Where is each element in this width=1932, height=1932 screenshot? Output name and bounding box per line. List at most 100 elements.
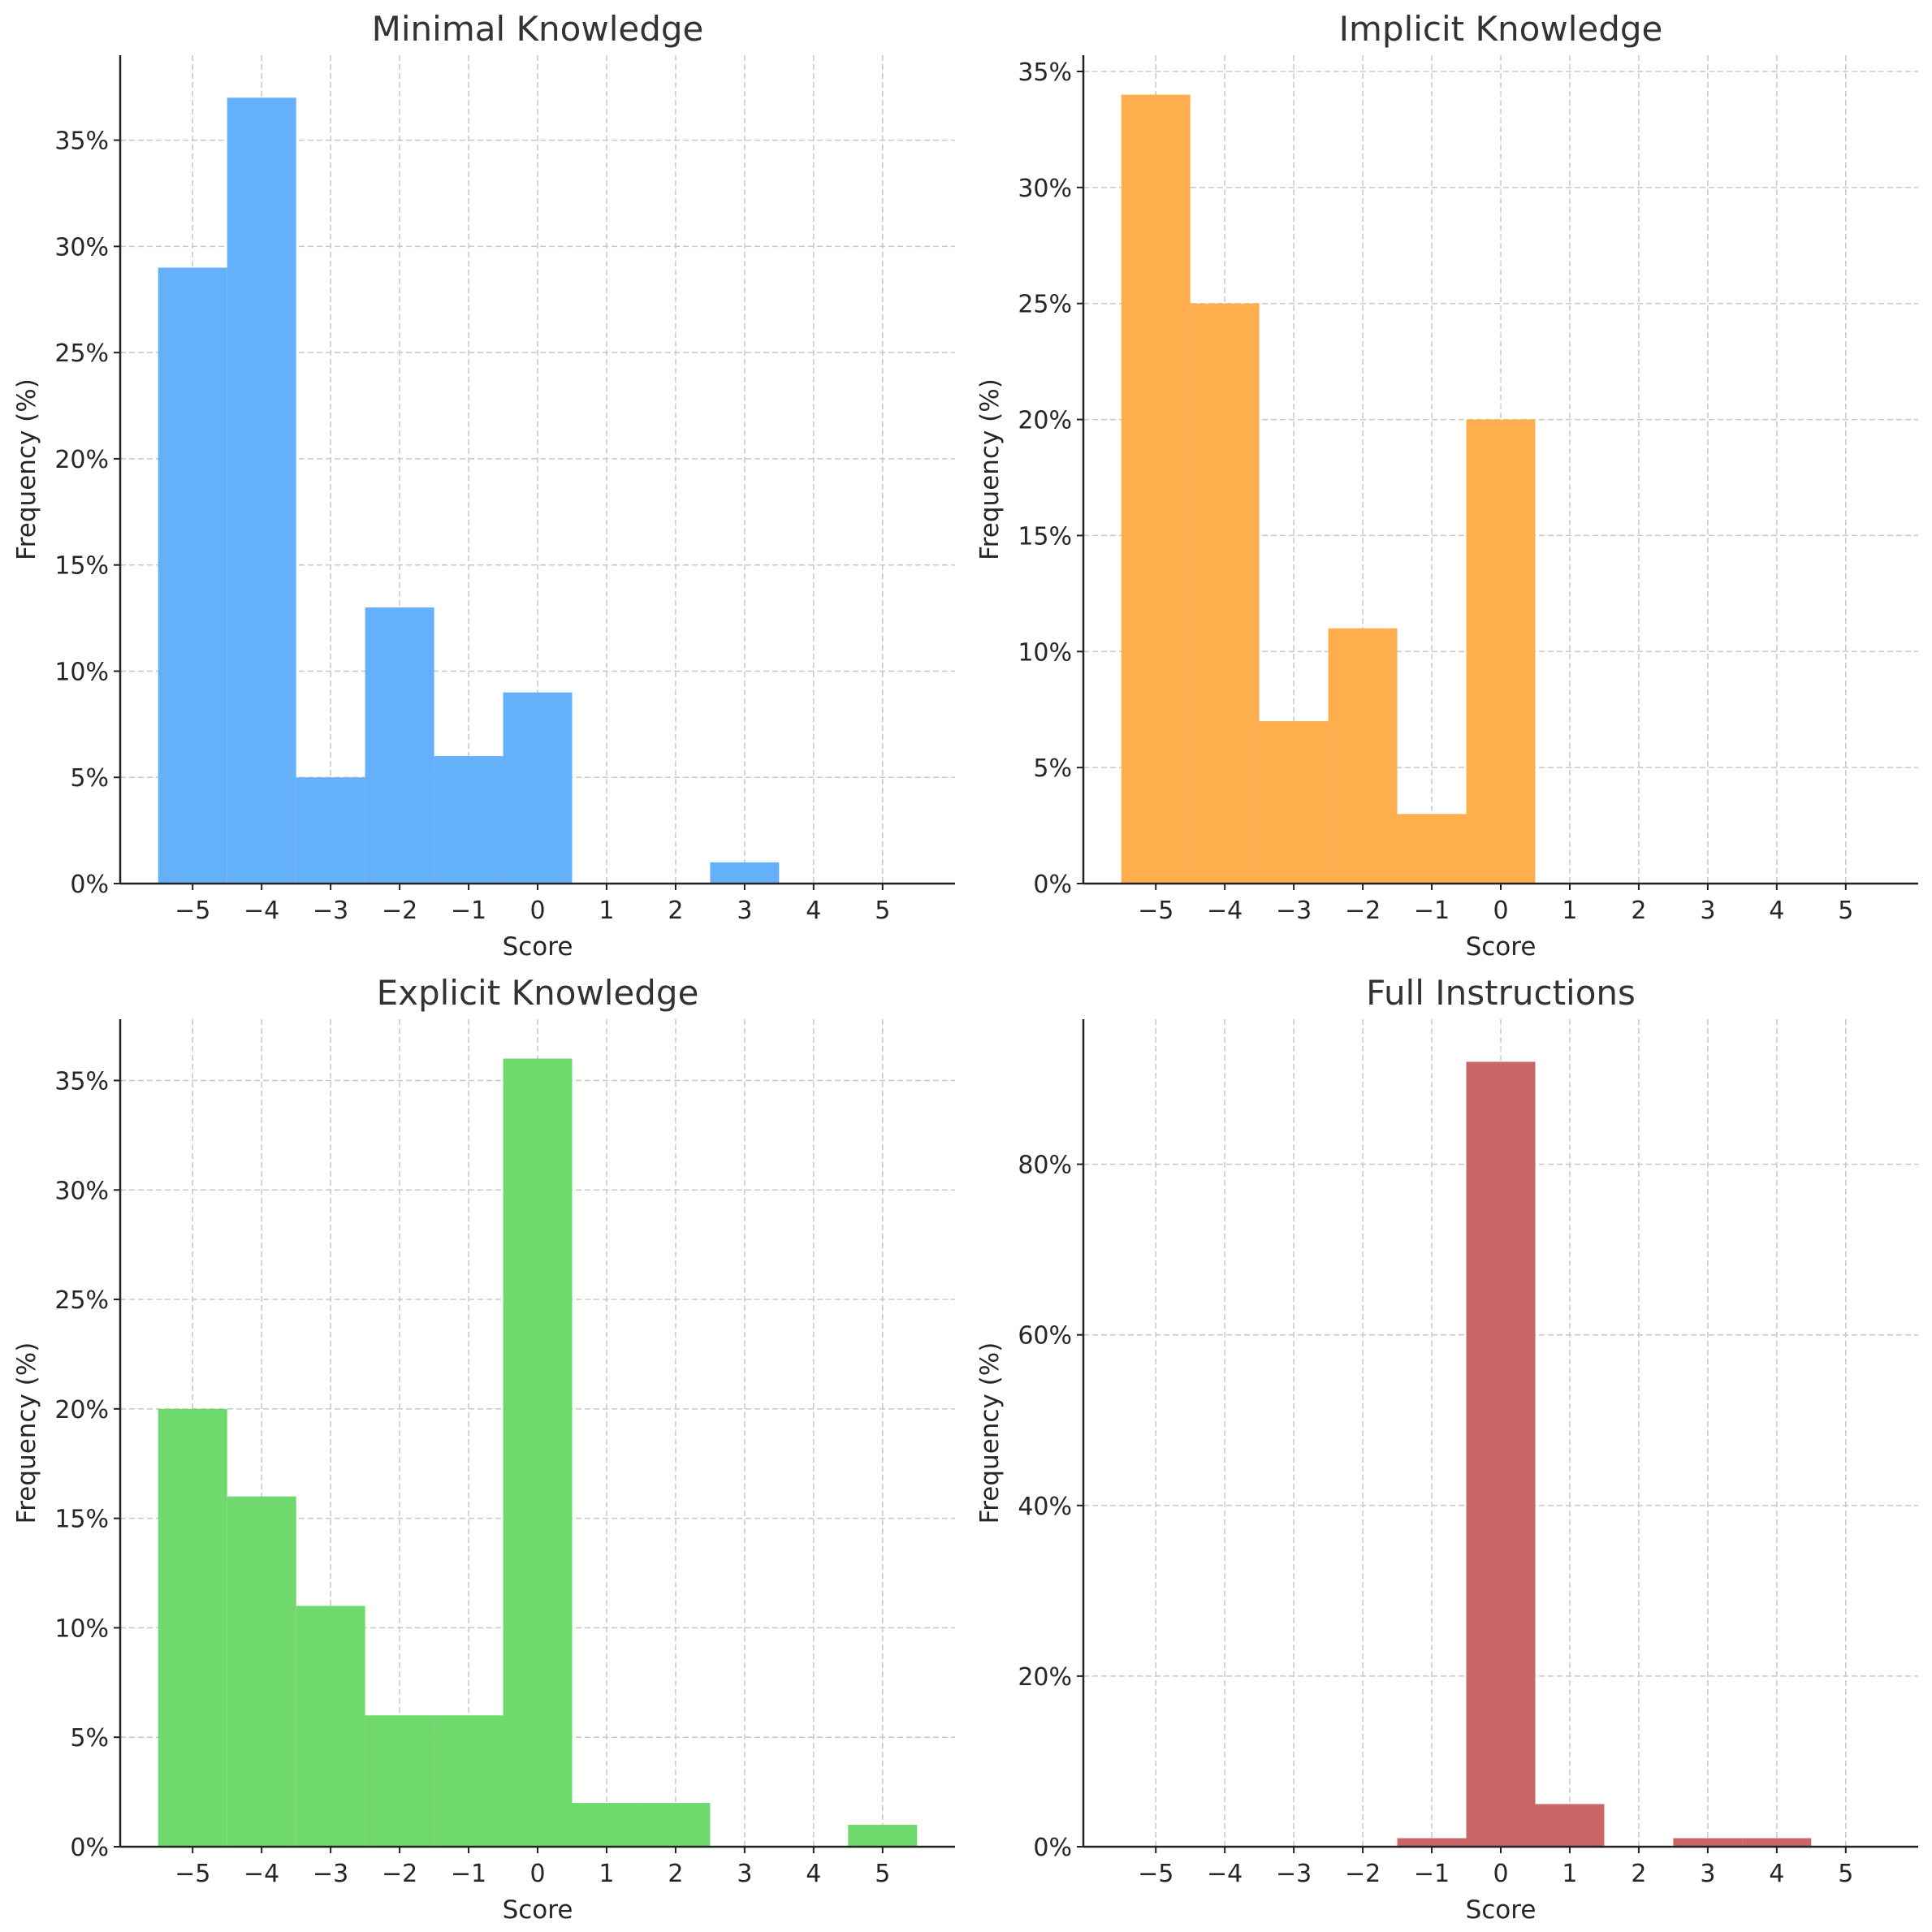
y-tick-label: 15%: [54, 1506, 109, 1534]
histogram-bar: [365, 607, 434, 884]
histogram-bar: [572, 1803, 642, 1847]
x-tick-label: 1: [1562, 897, 1577, 925]
histogram-bar: [1397, 1838, 1467, 1847]
y-tick-label: 40%: [1018, 1493, 1072, 1521]
y-axis-title: Frequency (%): [12, 1342, 41, 1524]
histogram-bar: [296, 777, 365, 884]
histogram-bar: [434, 1715, 504, 1847]
y-axis-title: Frequency (%): [12, 378, 41, 560]
y-tick-label: 15%: [54, 552, 109, 581]
y-tick-label: 5%: [1033, 754, 1072, 783]
y-axis-title: Frequency (%): [975, 1342, 1005, 1524]
histogram-bar: [158, 267, 227, 884]
y-tick-label: 0%: [70, 1834, 109, 1862]
x-tick-label: −5: [1138, 1860, 1173, 1888]
x-tick-label: −3: [313, 1860, 348, 1888]
x-tick-label: 0: [1493, 1860, 1508, 1888]
x-tick-label: −4: [1207, 897, 1243, 925]
chart-title: Implicit Knowledge: [1339, 9, 1663, 49]
x-axis-title: Score: [1466, 932, 1537, 962]
panel-explicit-knowledge: −5 −4 −3 −2 −1 0 1 2 3 4 5 0% 5% 10% 15% 20% 25% 30% 35% Sc…: [12, 973, 955, 1925]
histogram-bar: [365, 1715, 434, 1847]
histogram-bar: [434, 756, 504, 884]
histogram-bar: [641, 1803, 711, 1847]
x-axis-title: Score: [1466, 1895, 1537, 1925]
y-tick-label: 0%: [1033, 1834, 1072, 1862]
chart-title: Explicit Knowledge: [377, 973, 699, 1013]
y-tick-label: 10%: [1018, 638, 1072, 667]
chart-title: Full Instructions: [1366, 973, 1636, 1013]
y-tick-label: 0%: [1033, 871, 1072, 899]
x-tick-label: 1: [1562, 1860, 1577, 1888]
x-tick-label: −3: [313, 897, 348, 925]
histogram-bar: [227, 1496, 296, 1847]
y-tick-label: 5%: [70, 1724, 109, 1753]
histogram-bar: [1121, 94, 1191, 884]
x-tick-label: 5: [1838, 1860, 1853, 1888]
x-tick-label: −5: [1138, 897, 1173, 925]
x-tick-label: 4: [806, 897, 821, 925]
y-tick-label: 25%: [1018, 291, 1072, 319]
x-axis-title: Score: [503, 932, 573, 962]
y-tick-label: 35%: [54, 128, 109, 156]
histogram-bar: [503, 692, 573, 884]
x-tick-label: 1: [599, 1860, 614, 1888]
x-tick-label: −2: [382, 897, 417, 925]
x-tick-label: 3: [1700, 897, 1715, 925]
x-tick-label: −3: [1276, 1860, 1312, 1888]
x-tick-label: 2: [1631, 897, 1646, 925]
x-tick-label: 3: [1700, 1860, 1715, 1888]
y-tick-label: 10%: [54, 658, 109, 686]
x-tick-label: −2: [1345, 897, 1381, 925]
histogram-bar: [1466, 419, 1536, 884]
y-tick-label: 60%: [1018, 1322, 1072, 1351]
x-tick-label: −2: [1345, 1860, 1381, 1888]
x-tick-label: −5: [175, 897, 210, 925]
panel-minimal-knowledge: −5 −4 −3 −2 −1 0 1 2 3 4 5 0% 5% 10% 15% 20% 25% 30% 35% Sc…: [12, 9, 955, 962]
x-tick-label: 2: [1631, 1860, 1646, 1888]
x-tick-label: 0: [529, 897, 545, 925]
y-tick-label: 20%: [1018, 1663, 1072, 1692]
histogram-bar: [1190, 303, 1260, 884]
y-tick-label: 25%: [54, 1286, 109, 1315]
histogram-bar: [503, 1058, 573, 1847]
x-tick-label: −4: [244, 1860, 279, 1888]
x-tick-label: 3: [737, 1860, 752, 1888]
y-tick-label: 20%: [54, 1396, 109, 1424]
x-tick-label: −2: [382, 1860, 417, 1888]
y-tick-label: 25%: [54, 339, 109, 368]
x-tick-label: 3: [737, 897, 752, 925]
histogram-bar: [158, 1408, 227, 1847]
chart-title: Minimal Knowledge: [372, 9, 704, 49]
y-tick-label: 15%: [1018, 522, 1072, 551]
x-tick-label: −4: [1207, 1860, 1243, 1888]
histogram-bar: [710, 862, 780, 884]
x-tick-label: 4: [806, 1860, 821, 1888]
histogram-bar: [227, 97, 296, 884]
x-tick-label: 0: [529, 1860, 545, 1888]
y-tick-label: 80%: [1018, 1152, 1072, 1180]
x-tick-label: −1: [1414, 1860, 1450, 1888]
x-tick-label: 4: [1769, 897, 1784, 925]
x-tick-label: −1: [451, 897, 486, 925]
histogram-bar: [1328, 628, 1398, 884]
histogram-bar: [1535, 1804, 1605, 1847]
x-tick-label: −1: [1414, 897, 1450, 925]
y-axis-title: Frequency (%): [975, 378, 1005, 560]
x-tick-label: 1: [599, 897, 614, 925]
x-tick-label: −5: [175, 1860, 210, 1888]
x-axis-title: Score: [503, 1895, 573, 1925]
x-tick-label: 0: [1493, 897, 1508, 925]
y-tick-label: 30%: [1018, 175, 1072, 203]
panel-full-instructions: −5 −4 −3 −2 −1 0 1 2 3 4 5 0% 20% 40% 60% 80% Score Frequ…: [975, 973, 1918, 1925]
y-tick-label: 10%: [54, 1614, 109, 1643]
x-tick-label: −3: [1276, 897, 1312, 925]
y-tick-label: 20%: [54, 446, 109, 474]
histogram-bar: [1742, 1838, 1812, 1847]
x-tick-label: −4: [244, 897, 279, 925]
y-tick-label: 0%: [70, 871, 109, 899]
histogram-bar: [1673, 1838, 1743, 1847]
y-tick-label: 20%: [1018, 407, 1072, 435]
histogram-bar: [296, 1606, 365, 1847]
